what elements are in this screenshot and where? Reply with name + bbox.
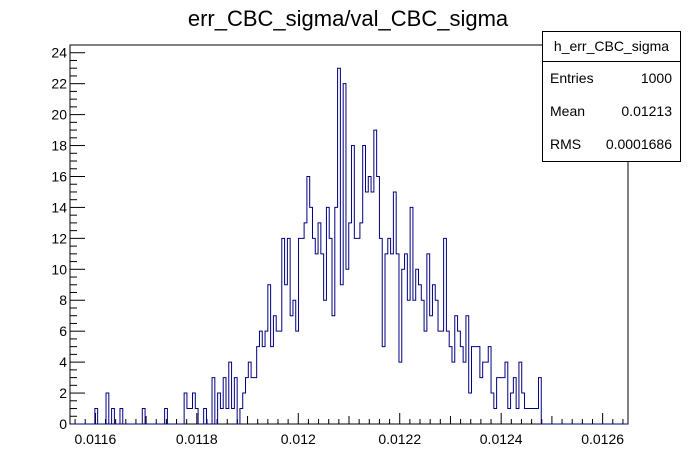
- y-tick-label: 18: [51, 138, 67, 154]
- stats-mean-value: 0.01213: [621, 103, 672, 119]
- x-tick-label: 0.0116: [74, 431, 116, 447]
- x-axis: 0.0116 0.0118 0.012 0.0122 0.0124 0.0126: [74, 413, 624, 447]
- y-tick-label: 16: [51, 168, 67, 184]
- stats-rms-label: RMS: [550, 136, 582, 152]
- chart-title: err_CBC_sigma/val_CBC_sigma: [187, 6, 509, 31]
- y-tick-label: 6: [59, 323, 67, 339]
- y-tick-label: 10: [51, 261, 67, 277]
- y-tick-label: 0: [59, 416, 67, 432]
- x-tick-label: 0.0124: [480, 431, 523, 447]
- stats-rms-value: 0.0001686: [605, 136, 672, 152]
- y-tick-label: 4: [59, 354, 67, 370]
- x-tick-label: 0.0126: [581, 431, 624, 447]
- histogram-series: [72, 67, 628, 425]
- y-tick-label: 12: [51, 230, 67, 246]
- y-tick-label: 8: [59, 292, 67, 308]
- y-tick-label: 22: [51, 76, 67, 92]
- y-tick-label: 20: [51, 107, 67, 123]
- x-tick-label: 0.012: [281, 431, 316, 447]
- stats-box: h_err_CBC_sigma Entries 1000 Mean 0.0121…: [542, 31, 681, 162]
- x-tick-label: 0.0118: [176, 431, 218, 447]
- stats-row-entries: Entries 1000: [543, 62, 680, 95]
- y-tick-label: 2: [59, 385, 67, 401]
- stats-mean-label: Mean: [550, 103, 586, 119]
- stats-entries-label: Entries: [550, 70, 594, 86]
- y-tick-label: 14: [51, 199, 67, 215]
- stats-histogram-name: h_err_CBC_sigma: [543, 32, 680, 62]
- histogram-line: [72, 67, 628, 425]
- stats-entries-value: 1000: [640, 70, 672, 86]
- stats-row-rms: RMS 0.0001686: [543, 128, 680, 161]
- y-tick-label: 24: [51, 45, 67, 61]
- x-tick-label: 0.0122: [378, 431, 421, 447]
- stats-row-mean: Mean 0.01213: [543, 95, 680, 128]
